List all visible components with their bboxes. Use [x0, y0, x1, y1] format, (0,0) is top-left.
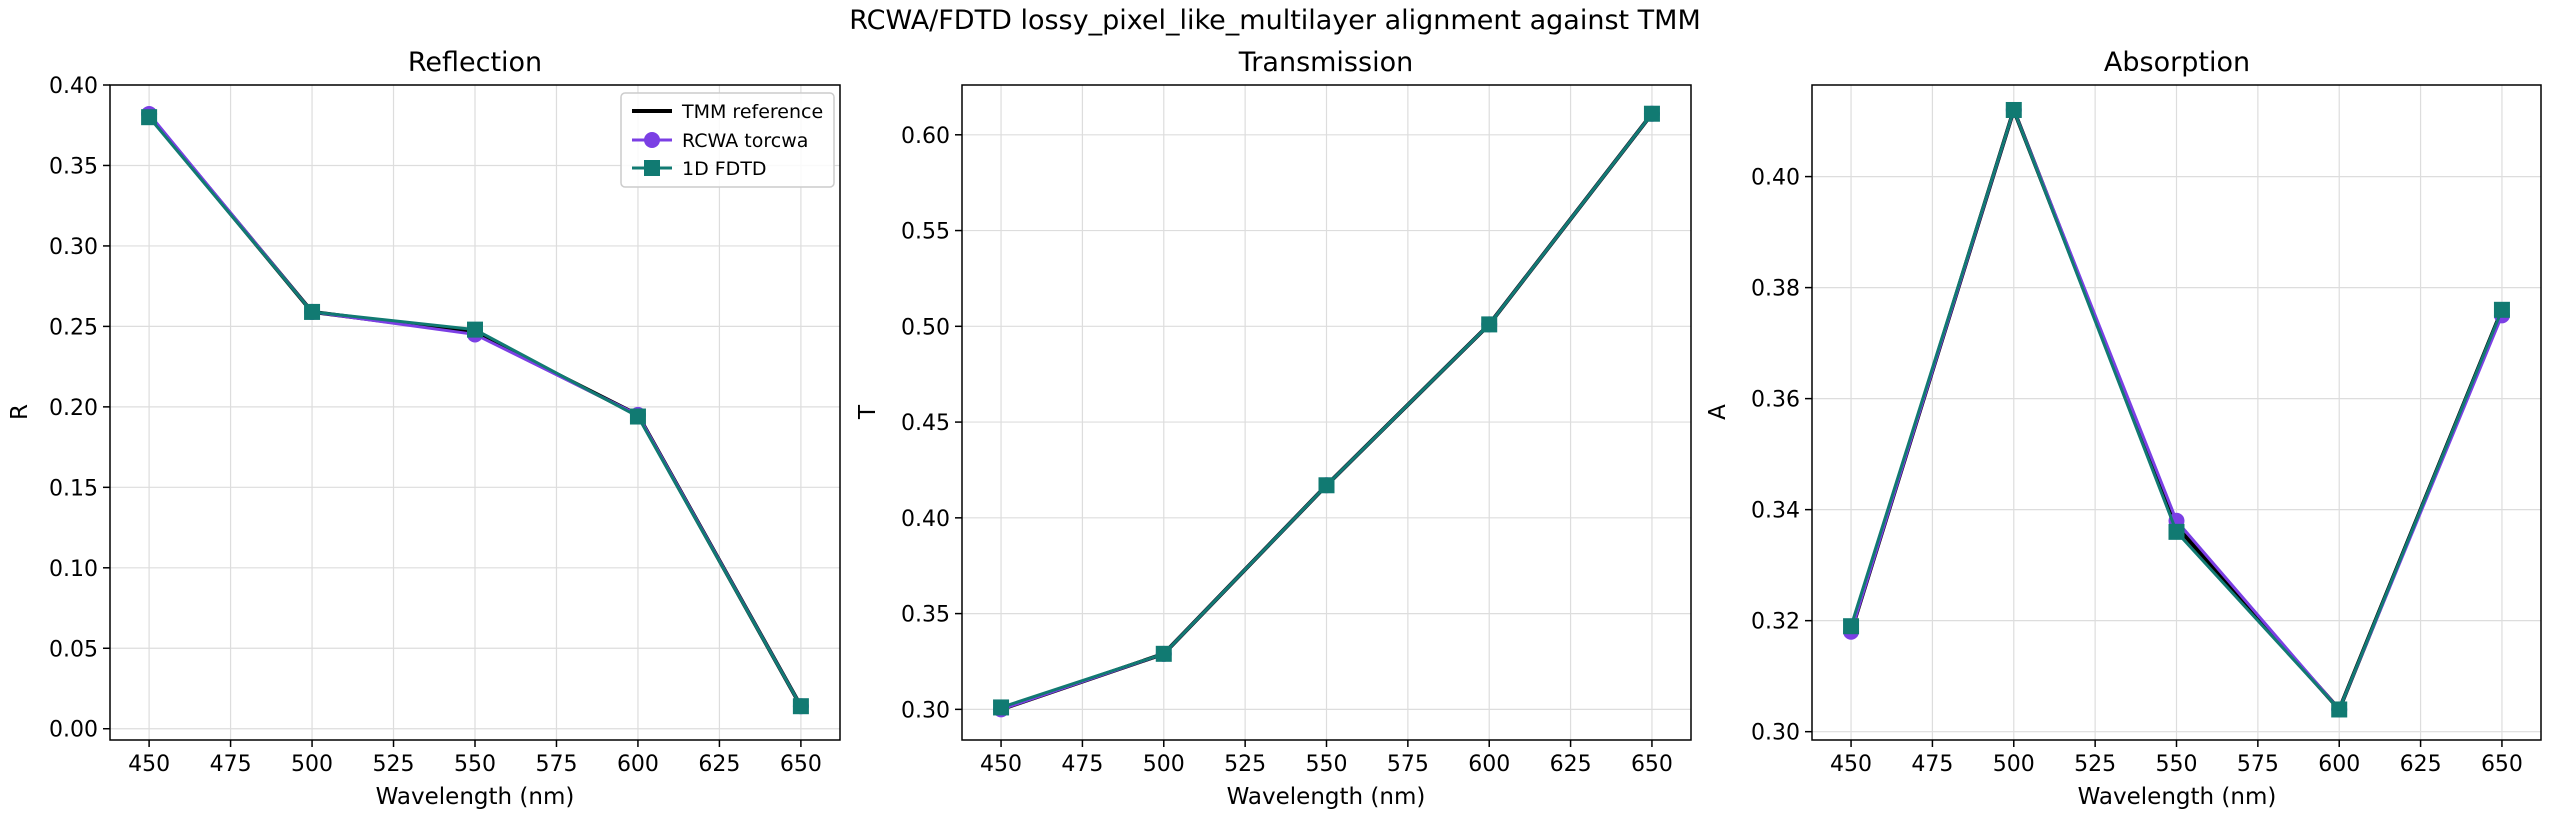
data-point-1d-fdtd-reflection-2	[467, 321, 483, 338]
x-tick-label-transmission-0: 450	[980, 752, 1022, 777]
y-tick-label-transmission-6: 0.60	[901, 124, 950, 149]
y-tick-label-reflection-2: 0.10	[49, 557, 98, 582]
x-tick-label-reflection-3: 525	[373, 752, 415, 777]
legend: TMM reference RCWA torcwa 1D FDTD	[620, 92, 835, 188]
x-tick-label-absorption-1: 475	[1911, 752, 1953, 777]
y-tick-label-transmission-3: 0.45	[901, 411, 950, 436]
legend-marker-rcwa	[644, 132, 660, 148]
y-tick-label-absorption-5: 0.40	[1751, 166, 1800, 191]
data-point-1d-fdtd-transmission-3	[1481, 316, 1498, 333]
panel-title-reflection: Reflection	[408, 47, 542, 78]
x-tick-label-transmission-2: 500	[1143, 752, 1185, 777]
y-tick-label-absorption-0: 0.30	[1751, 721, 1800, 746]
x-tick-label-transmission-7: 625	[1550, 752, 1592, 777]
data-point-1d-fdtd-absorption-4	[2493, 301, 2510, 318]
data-point-1d-fdtd-transmission-2	[1318, 477, 1335, 494]
panel-title-absorption: Absorption	[2104, 47, 2250, 78]
legend-marker-fdtd	[644, 160, 660, 176]
y-axis-label-transmission: T	[855, 404, 881, 420]
data-point-1d-fdtd-absorption-1	[2005, 101, 2022, 118]
y-tick-label-transmission-1: 0.35	[901, 603, 950, 628]
x-tick-label-reflection-7: 625	[698, 752, 740, 777]
x-tick-label-transmission-1: 475	[1061, 752, 1103, 777]
data-point-1d-fdtd-absorption-3	[2331, 701, 2348, 718]
legend-label-fdtd: 1D FDTD	[682, 158, 767, 180]
panel-title-transmission: Transmission	[1238, 47, 1413, 78]
data-point-1d-fdtd-transmission-4	[1643, 105, 1660, 122]
x-tick-label-absorption-5: 575	[2237, 752, 2279, 777]
x-tick-label-absorption-2: 500	[1993, 752, 2035, 777]
x-tick-label-transmission-5: 575	[1387, 752, 1429, 777]
data-point-1d-fdtd-reflection-3	[629, 408, 646, 425]
y-tick-label-reflection-8: 0.40	[49, 74, 98, 99]
x-tick-label-reflection-6: 600	[617, 752, 659, 777]
x-tick-label-transmission-3: 525	[1224, 752, 1266, 777]
x-axis-label-transmission: Wavelength (nm)	[1227, 784, 1426, 810]
y-tick-label-reflection-0: 0.00	[49, 718, 98, 743]
data-point-1d-fdtd-transmission-0	[993, 699, 1010, 716]
figure-suptitle: RCWA/FDTD lossy_pixel_like_multilayer al…	[849, 5, 1701, 36]
x-tick-label-transmission-6: 600	[1468, 752, 1510, 777]
y-tick-label-transmission-0: 0.30	[901, 698, 950, 723]
y-tick-label-transmission-2: 0.40	[901, 507, 950, 532]
data-point-1d-fdtd-absorption-0	[1843, 618, 1860, 635]
data-point-1d-fdtd-absorption-2	[2168, 523, 2185, 540]
y-axis-label-absorption: A	[1705, 404, 1731, 420]
x-tick-label-absorption-4: 550	[2156, 752, 2198, 777]
x-axis-label-absorption: Wavelength (nm)	[2078, 784, 2277, 810]
x-tick-label-reflection-5: 575	[535, 752, 577, 777]
y-tick-label-reflection-7: 0.35	[49, 154, 98, 179]
legend-label-rcwa: RCWA torcwa	[682, 130, 808, 152]
x-tick-label-absorption-3: 525	[2074, 752, 2116, 777]
panel-absorption: Absorption Wavelength (nm) A 450 475 500 52…	[1705, 47, 2542, 810]
y-tick-label-reflection-4: 0.20	[49, 396, 98, 421]
y-tick-label-absorption-3: 0.36	[1751, 388, 1800, 413]
y-tick-label-absorption-2: 0.34	[1751, 499, 1800, 524]
x-tick-label-reflection-2: 500	[291, 752, 333, 777]
x-axis-label-reflection: Wavelength (nm)	[376, 784, 575, 810]
y-tick-label-reflection-6: 0.30	[49, 235, 98, 260]
y-tick-label-absorption-4: 0.38	[1751, 277, 1800, 302]
x-tick-label-absorption-6: 600	[2318, 752, 2360, 777]
y-tick-label-transmission-4: 0.50	[901, 315, 950, 340]
y-tick-label-transmission-5: 0.55	[901, 220, 950, 245]
data-point-1d-fdtd-reflection-1	[304, 303, 321, 320]
data-point-1d-fdtd-reflection-4	[792, 698, 809, 715]
x-tick-label-reflection-1: 475	[210, 752, 252, 777]
y-tick-label-absorption-1: 0.32	[1751, 610, 1800, 635]
y-tick-label-reflection-1: 0.05	[49, 637, 98, 662]
legend-frame	[620, 92, 835, 188]
x-tick-label-absorption-0: 450	[1830, 752, 1872, 777]
x-tick-label-absorption-8: 650	[2481, 752, 2523, 777]
panel-transmission: Transmission Wavelength (nm) T 450 475 500…	[855, 47, 1692, 810]
x-tick-label-transmission-8: 650	[1631, 752, 1673, 777]
y-axis-label-reflection: R	[7, 404, 33, 420]
x-tick-label-transmission-4: 550	[1306, 752, 1348, 777]
y-tick-label-reflection-5: 0.25	[49, 315, 98, 340]
x-tick-label-reflection-0: 450	[128, 752, 170, 777]
data-point-1d-fdtd-reflection-0	[141, 109, 158, 126]
legend-label-tmm: TMM reference	[681, 101, 823, 123]
x-tick-label-absorption-7: 625	[2400, 752, 2442, 777]
x-tick-label-reflection-4: 550	[454, 752, 496, 777]
y-tick-label-reflection-3: 0.15	[49, 476, 98, 501]
x-tick-label-reflection-8: 650	[780, 752, 822, 777]
data-point-1d-fdtd-transmission-1	[1155, 645, 1172, 662]
